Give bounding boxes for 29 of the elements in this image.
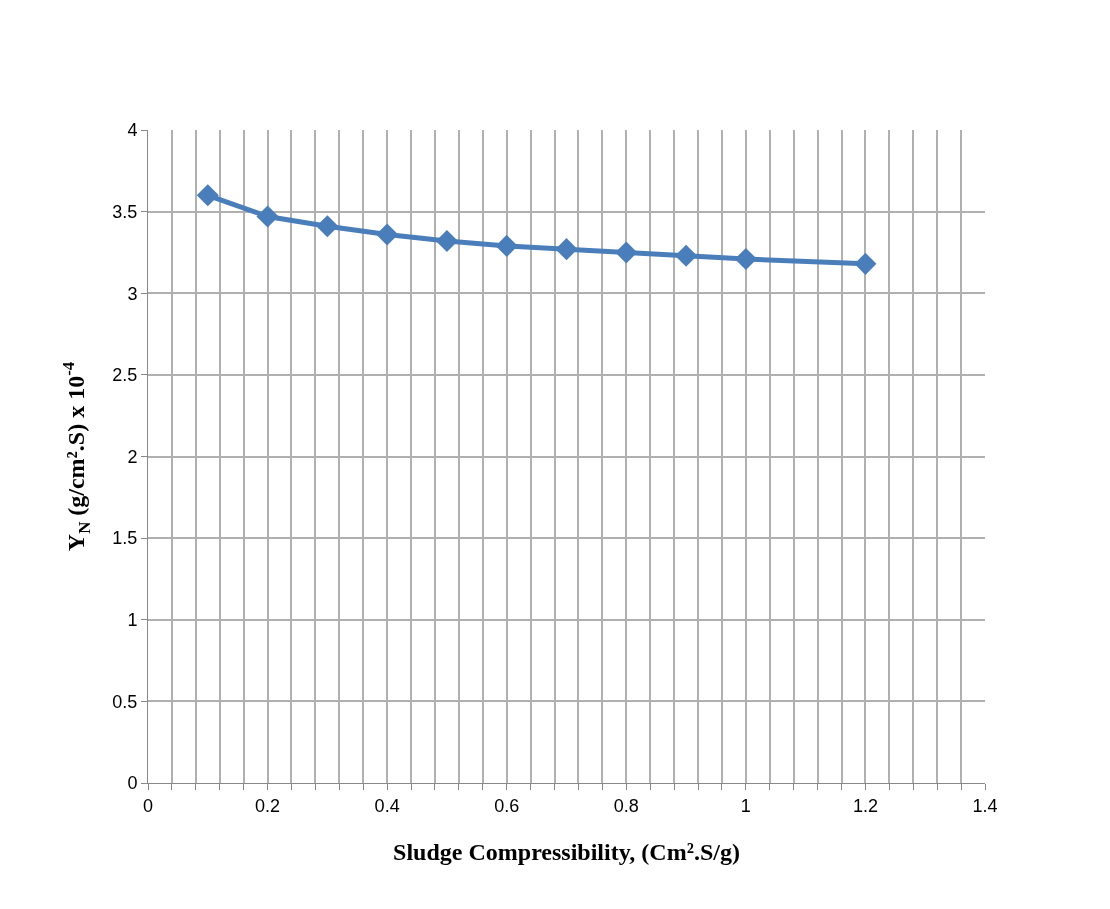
y-tick-label: 4 <box>127 120 138 141</box>
y-tick-label: 2 <box>127 446 138 467</box>
point <box>675 244 698 267</box>
x-tick-label: 0.2 <box>255 795 281 816</box>
y-tick-label: 3.5 <box>112 201 138 222</box>
x-axis-title: Sludge Compressibility, (Cm².S/g) <box>393 838 740 865</box>
x-tick-label: 0.8 <box>613 795 639 816</box>
x-tick-label: 0.4 <box>374 795 400 816</box>
y-tick-label: 3 <box>127 283 138 304</box>
point <box>316 215 339 238</box>
point <box>196 184 219 207</box>
y-tick-label: 0 <box>127 773 138 794</box>
x-tick-label: 0.6 <box>494 795 520 816</box>
point <box>555 238 578 261</box>
y-tick-label: 0.5 <box>112 691 138 712</box>
point <box>615 241 638 264</box>
point <box>854 252 877 275</box>
point <box>376 223 399 246</box>
point <box>256 205 279 228</box>
y-tick-label: 1.5 <box>112 528 138 549</box>
point <box>734 247 757 271</box>
x-tick-label: 1.4 <box>972 795 998 816</box>
x-tick-label: 1.2 <box>852 795 878 816</box>
point <box>435 229 458 253</box>
x-tick-label: 1 <box>740 795 751 816</box>
point <box>495 234 518 257</box>
y-tick-label: 2.5 <box>112 365 138 386</box>
x-tick-label: 0 <box>142 795 154 816</box>
y-tick-label: 1 <box>127 610 138 631</box>
